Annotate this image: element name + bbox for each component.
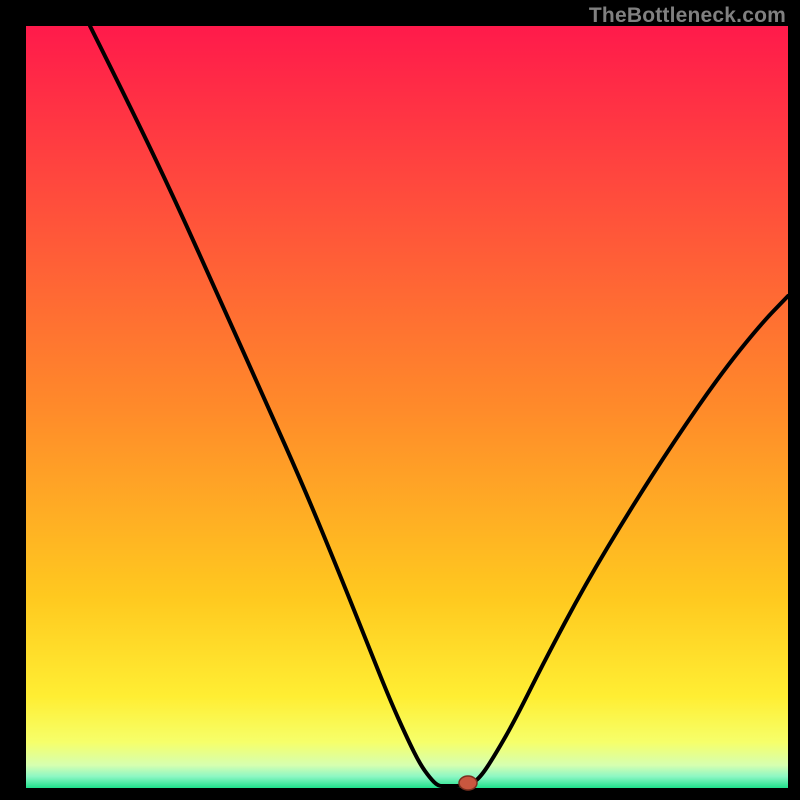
optimum-marker (459, 776, 477, 790)
chart-frame: TheBottleneck.com (0, 0, 800, 800)
bottleneck-curve-svg (26, 26, 788, 788)
plot-area (26, 26, 788, 788)
watermark-text: TheBottleneck.com (589, 4, 786, 28)
bottleneck-curve (90, 26, 788, 786)
